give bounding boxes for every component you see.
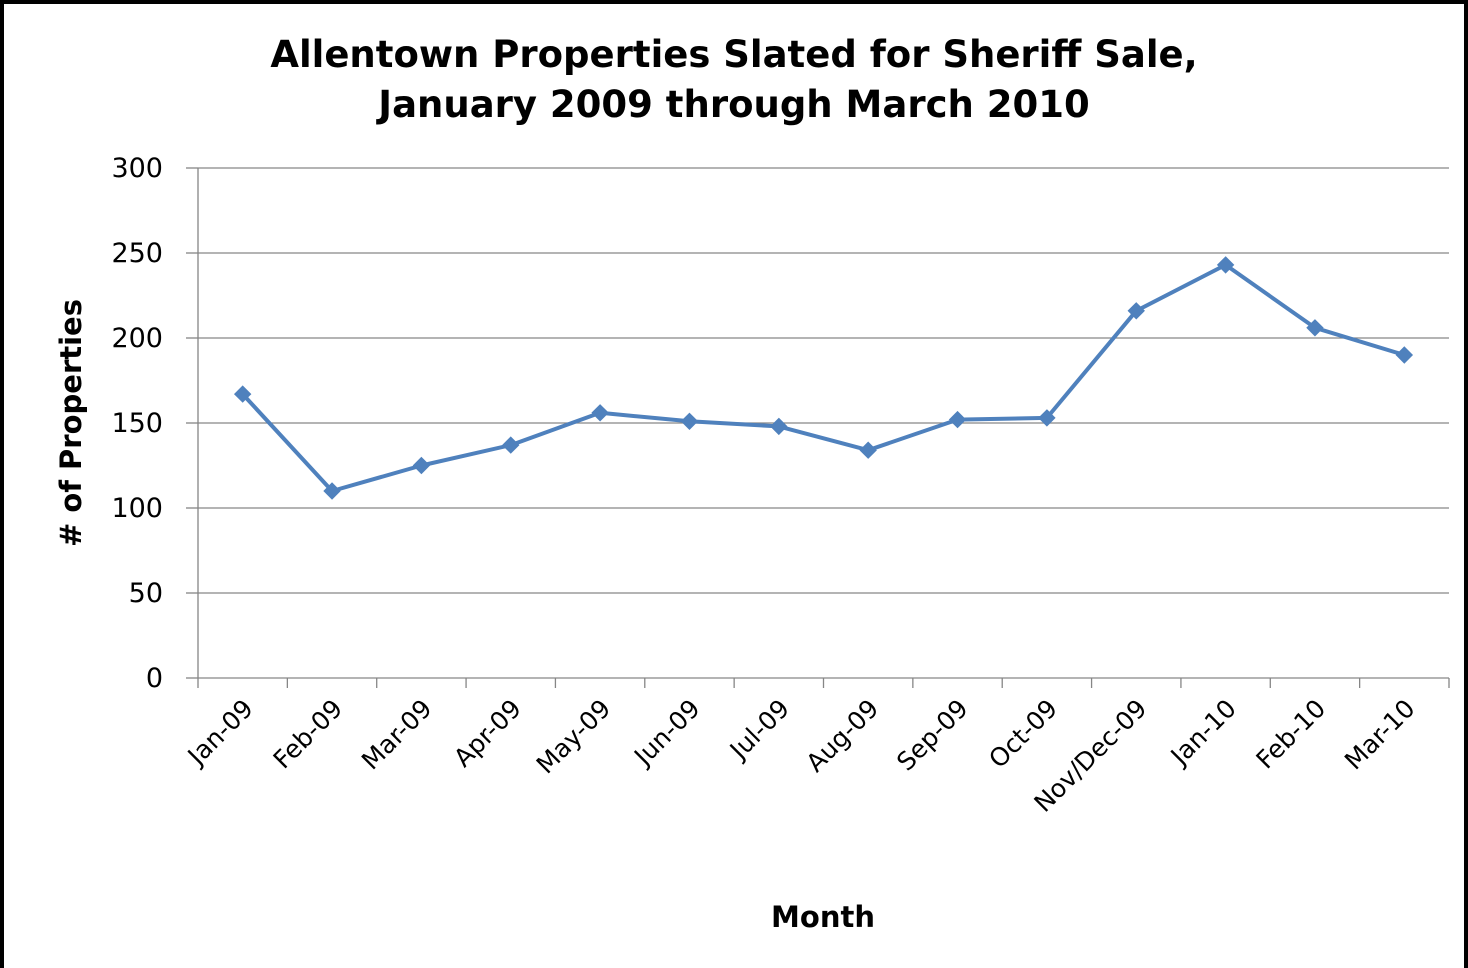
x-tick-label: Jan-10 xyxy=(1164,694,1242,772)
x-tick-label: Jun-09 xyxy=(627,694,705,772)
x-tick-label: Jul-09 xyxy=(723,694,795,766)
x-tick-label: Aug-09 xyxy=(801,694,885,778)
x-axis-title: Month xyxy=(771,900,875,934)
axes xyxy=(186,167,1450,688)
data-point-marker xyxy=(680,412,699,431)
x-tick-label: Oct-09 xyxy=(983,694,1063,774)
data-point-marker xyxy=(591,404,609,422)
y-tick-label: 300 xyxy=(111,153,163,184)
x-tick-label: Sep-09 xyxy=(891,694,974,777)
data-point-marker xyxy=(770,417,788,436)
x-tick-label: May-09 xyxy=(531,694,617,780)
data-point-marker xyxy=(502,436,520,454)
y-tick-label: 0 xyxy=(146,663,163,694)
y-axis-title: # of Properties xyxy=(54,299,88,547)
data-point-marker xyxy=(859,441,877,459)
y-tick-label: 250 xyxy=(111,238,163,269)
y-tick-labels: 0 50 100 150 200 250 300 xyxy=(111,153,163,694)
data-point-marker xyxy=(233,385,252,403)
data-point-marker xyxy=(1395,346,1414,364)
data-point-marker xyxy=(1038,409,1056,427)
gridlines xyxy=(198,167,1449,594)
x-tick-label: Apr-09 xyxy=(448,694,527,773)
x-tick-label: Jan-09 xyxy=(181,694,259,772)
data-point-marker xyxy=(1216,256,1235,274)
series-line xyxy=(241,262,1405,493)
x-tick-label: Mar-10 xyxy=(1339,694,1421,776)
y-tick-label: 100 xyxy=(111,493,163,524)
data-point-marker xyxy=(948,410,967,429)
x-tick-labels: Jan-09 Feb-09 Mar-09 Apr-09 May-09 Jun-09 Jul-… xyxy=(181,694,1421,818)
chart-title-line-1: Allentown Properties Slated for Sheriff … xyxy=(270,33,1198,76)
x-tick-label: Feb-10 xyxy=(1251,694,1332,775)
x-tick-label: Feb-09 xyxy=(268,694,349,775)
data-point-marker xyxy=(323,482,341,500)
y-tick-label: 200 xyxy=(111,323,163,354)
x-tick-label: Mar-09 xyxy=(356,694,438,776)
y-tick-label: 150 xyxy=(111,408,163,439)
chart-title: Allentown Properties Slated for Sheriff … xyxy=(0,30,1468,130)
y-tick-label: 50 xyxy=(129,578,163,609)
chart-title-line-2: January 2009 through March 2010 xyxy=(378,83,1090,126)
data-point-marker xyxy=(1306,319,1324,337)
data-point-marker xyxy=(412,456,431,475)
data-point-marker xyxy=(1127,302,1145,320)
series-properties xyxy=(233,256,1414,500)
